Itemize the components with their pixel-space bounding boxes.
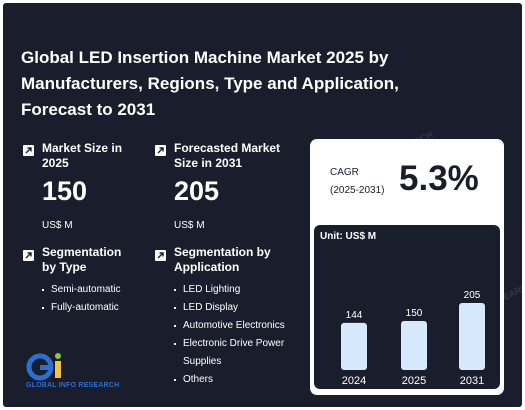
list-item: LED Lighting (174, 281, 299, 299)
arrow-icon (23, 145, 34, 156)
forecast-size-unit: US$ M (174, 220, 205, 231)
list-item: Fully-automatic (42, 299, 120, 317)
company-logo: GLOBAL INFO RESEARCH (26, 352, 146, 394)
bar-2031 (459, 303, 485, 370)
x-tick-label-2031: 2031 (460, 375, 484, 387)
report-card: Global LED Insertion Machine Market 2025… (3, 3, 522, 407)
list-item: Electronic Drive Power Supplies (174, 335, 299, 371)
cagr-period: (2025-2031) (330, 185, 385, 196)
application-list: LED Lighting LED Display Automotive Elec… (174, 281, 299, 389)
forecast-size-value: 205 (174, 176, 220, 206)
segmentation-type-label: Segmentation by Type (42, 245, 122, 274)
list-item: Semi-automatic (42, 281, 120, 299)
arrow-icon (155, 250, 166, 261)
data-label-2031: 205 (464, 290, 481, 301)
logo-mark-icon (26, 353, 61, 381)
list-item: LED Display (174, 299, 299, 317)
cagr-value: 5.3% (399, 159, 479, 198)
arrow-icon (155, 145, 166, 156)
market-size-unit: US$ M (42, 220, 73, 231)
list-item: Others (174, 371, 299, 389)
chart-unit-label: Unit: US$ M (320, 231, 377, 242)
bar-2024 (341, 322, 367, 370)
x-tick-label-2025: 2025 (402, 375, 426, 387)
cagr-title: CAGR (330, 167, 359, 178)
data-label-2024: 144 (346, 310, 363, 321)
report-title: Global LED Insertion Machine Market 2025… (21, 48, 399, 119)
type-list: Semi-automatic Fully-automatic (42, 281, 120, 317)
cagr-panel: CAGR (2025-2031) 5.3% Unit: US$ M 144 202… (310, 139, 504, 395)
data-label-2025: 150 (406, 308, 423, 319)
bar-chart: 144 2024 150 2025 205 2031 (341, 290, 485, 387)
arrow-icon (23, 250, 34, 261)
segmentation-application-label: Segmentation by Application (174, 245, 271, 274)
market-size-label: Market Size in 2025 (42, 141, 123, 170)
chart-panel: Unit: US$ M 144 2024 150 2025 205 2031 (314, 225, 500, 389)
list-item: Automotive Electronics (174, 317, 299, 335)
x-tick-label-2024: 2024 (342, 375, 366, 387)
logo-text: GLOBAL INFO RESEARCH (26, 382, 120, 389)
bar-2025 (401, 320, 427, 370)
forecast-size-label: Forecasted Market Size in 2031 (174, 141, 281, 170)
market-size-value: 150 (42, 176, 88, 206)
cagr-label: CAGR (2025-2031) (330, 164, 384, 200)
